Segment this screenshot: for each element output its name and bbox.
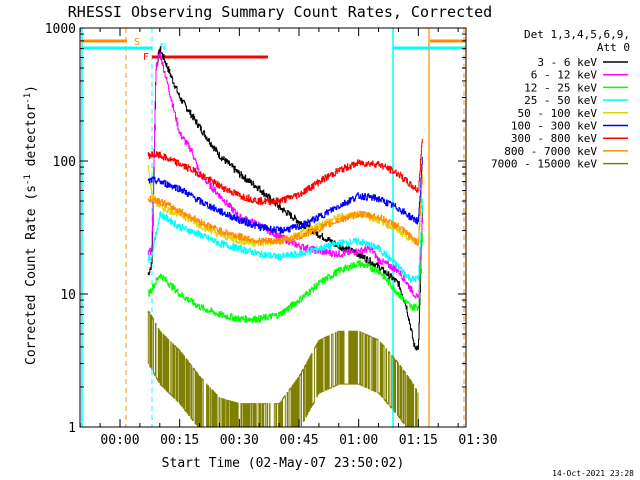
- legend-entry-label: 7000 - 15000 keV: [491, 158, 597, 171]
- legend-entry-label: 300 - 800 keV: [511, 132, 597, 145]
- y-axis-label-end: ): [24, 85, 39, 93]
- series-line: [147, 138, 423, 205]
- legend-header-line: Att 0: [597, 41, 630, 54]
- y-axis-label-sup2: -1: [23, 93, 33, 104]
- x-axis-label: Start Time (02-May-07 23:50:02): [162, 456, 405, 471]
- x-tick-label: 00:00: [100, 433, 139, 448]
- y-axis-label-main: Corrected Count Rate (s: [24, 185, 39, 365]
- legend-entry-label: 800 - 7000 keV: [504, 145, 597, 158]
- y-axis-label: Corrected Count Rate (s-1 detector-1): [23, 85, 39, 365]
- legend-entry-label: 6 - 12 keV: [531, 69, 598, 82]
- x-tick-label: 01:00: [339, 433, 378, 448]
- legend-entry-label: 3 - 6 keV: [537, 56, 597, 69]
- flag-label: S: [134, 37, 140, 48]
- series-line: [147, 156, 423, 234]
- legend-entry-label: 100 - 300 keV: [511, 120, 597, 133]
- y-tick-label: 100: [53, 155, 76, 170]
- x-tick-label: 00:45: [279, 433, 318, 448]
- legend-entry-label: 25 - 50 keV: [524, 94, 597, 107]
- plot-frame: [79, 27, 467, 428]
- series-line: [147, 310, 419, 427]
- y-tick-label: 10: [60, 288, 76, 303]
- series-line: [147, 165, 423, 247]
- legend-entry-label: 50 - 100 keV: [518, 107, 598, 120]
- timestamp: 14-Oct-2021 23:28: [552, 469, 634, 478]
- flag-label: N: [160, 42, 166, 53]
- chart-title: RHESSI Observing Summary Count Rates, Co…: [68, 3, 492, 21]
- series-line: [147, 52, 423, 299]
- flag-label: F: [143, 52, 149, 63]
- legend-header-line: Det 1,3,4,5,6,9,: [524, 28, 630, 41]
- y-axis-label-sup1: -1: [23, 174, 33, 185]
- series-line: [147, 46, 423, 351]
- y-axis-label-mid: detector: [24, 104, 39, 175]
- legend-entry-label: 12 - 25 keV: [524, 81, 597, 94]
- series-line: [147, 174, 423, 246]
- series-line: [147, 232, 423, 323]
- series-line: [147, 198, 423, 283]
- x-tick-label: 01:30: [458, 433, 497, 448]
- x-tick-label: 00:30: [220, 433, 259, 448]
- y-tick-label: 1: [68, 421, 76, 436]
- x-tick-label: 01:15: [399, 433, 438, 448]
- y-tick-label: 1000: [45, 22, 76, 37]
- series-layer: [147, 46, 423, 427]
- flag-layer: S NF: [81, 28, 466, 427]
- tick-layer: 00:00 00:15 00:30 00:45 01:00 01:15 01:30 1 10 10…: [45, 22, 498, 448]
- x-tick-label: 00:15: [160, 433, 199, 448]
